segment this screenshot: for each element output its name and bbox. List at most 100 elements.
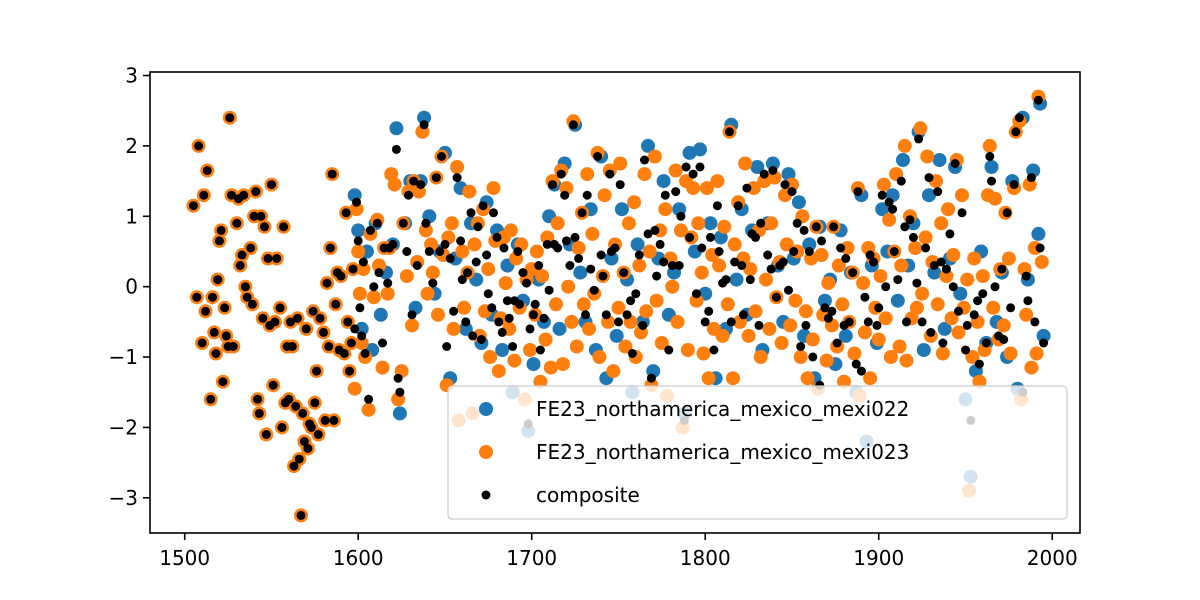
- point-mexi023: [507, 353, 522, 368]
- y-tick-label: −3: [109, 486, 138, 510]
- point-composite: [650, 225, 660, 235]
- point-mexi022: [838, 328, 853, 343]
- point-composite: [912, 278, 922, 288]
- point-composite: [284, 394, 294, 404]
- point-composite: [737, 261, 747, 270]
- point-mexi023: [1024, 360, 1039, 375]
- point-composite: [194, 141, 204, 151]
- point-composite: [688, 169, 698, 179]
- point-composite: [820, 303, 830, 313]
- point-composite: [548, 180, 557, 190]
- point-mexi023: [399, 269, 414, 284]
- point-mexi022: [417, 110, 432, 125]
- point-composite: [874, 303, 884, 313]
- point-composite: [407, 310, 417, 320]
- point-composite: [369, 282, 379, 292]
- point-composite: [1006, 303, 1016, 313]
- point-composite: [535, 345, 545, 355]
- point-composite: [353, 236, 363, 246]
- point-mexi023: [632, 258, 647, 273]
- point-composite: [808, 352, 818, 362]
- point-mexi023: [691, 216, 706, 231]
- legend-label-composite: composite: [536, 483, 640, 507]
- point-mexi023: [349, 202, 364, 217]
- point-composite: [322, 278, 332, 288]
- point-composite: [192, 292, 202, 302]
- point-composite: [279, 222, 289, 232]
- point-composite: [560, 190, 570, 200]
- point-composite: [738, 310, 748, 320]
- point-composite: [792, 218, 802, 228]
- point-mexi023: [576, 297, 591, 312]
- point-composite: [461, 317, 471, 327]
- point-mexi022: [703, 216, 718, 231]
- point-composite: [291, 401, 301, 411]
- point-mexi023: [351, 244, 366, 259]
- point-mexi023: [788, 293, 803, 308]
- point-composite: [421, 218, 431, 228]
- point-mexi023: [649, 293, 664, 308]
- point-mexi023: [972, 374, 987, 389]
- point-composite: [473, 222, 483, 232]
- point-composite: [218, 377, 228, 387]
- point-composite: [329, 415, 339, 425]
- point-composite: [242, 292, 252, 302]
- point-composite: [914, 134, 924, 144]
- point-composite: [286, 317, 295, 327]
- point-composite: [221, 331, 231, 341]
- point-composite: [848, 268, 858, 278]
- point-mexi023: [944, 311, 959, 326]
- point-composite: [929, 261, 939, 270]
- point-composite: [860, 292, 870, 302]
- point-composite: [341, 208, 351, 218]
- point-mexi023: [498, 276, 513, 291]
- point-composite: [227, 190, 236, 200]
- plot-points: [186, 89, 1051, 523]
- point-mexi023: [647, 149, 662, 164]
- x-tick-label: 1900: [853, 546, 904, 570]
- y-tick-label: 1: [125, 204, 138, 228]
- point-composite: [869, 257, 878, 267]
- point-mexi023: [366, 290, 381, 305]
- point-composite: [419, 120, 429, 130]
- point-mexi022: [932, 153, 947, 167]
- point-mexi022: [526, 357, 541, 372]
- x-tick-label: 1800: [680, 546, 731, 570]
- point-mexi023: [738, 156, 753, 171]
- point-mexi023: [561, 279, 576, 294]
- point-mexi023: [356, 262, 371, 277]
- point-composite: [452, 173, 462, 183]
- point-mexi023: [425, 265, 440, 280]
- point-mexi023: [569, 339, 584, 354]
- point-composite: [671, 187, 681, 197]
- point-composite: [733, 201, 743, 211]
- point-composite: [627, 349, 637, 358]
- x-tick-label: 2000: [1027, 546, 1078, 570]
- point-composite: [240, 282, 250, 292]
- point-mexi022: [656, 174, 671, 189]
- point-composite: [499, 243, 509, 253]
- point-mexi022: [609, 328, 624, 343]
- point-composite: [601, 310, 611, 320]
- point-mexi023: [347, 381, 362, 396]
- point-mexi023: [762, 321, 777, 336]
- point-mexi023: [915, 286, 930, 301]
- point-mexi023: [837, 374, 851, 389]
- point-mexi022: [351, 223, 366, 238]
- point-composite: [358, 257, 368, 267]
- point-mexi023: [951, 325, 966, 340]
- point-mexi023: [814, 248, 829, 262]
- point-composite: [896, 176, 906, 186]
- point-mexi023: [543, 360, 558, 375]
- point-composite: [856, 366, 866, 376]
- point-mexi023: [431, 307, 445, 322]
- point-mexi023: [481, 262, 496, 277]
- point-composite: [756, 218, 766, 228]
- point-mexi023: [920, 149, 935, 164]
- point-composite: [863, 317, 873, 327]
- point-composite: [841, 254, 851, 263]
- point-mexi023: [555, 357, 570, 372]
- point-composite: [643, 229, 653, 239]
- y-tick-label: −2: [109, 415, 138, 439]
- point-mexi023: [897, 138, 912, 153]
